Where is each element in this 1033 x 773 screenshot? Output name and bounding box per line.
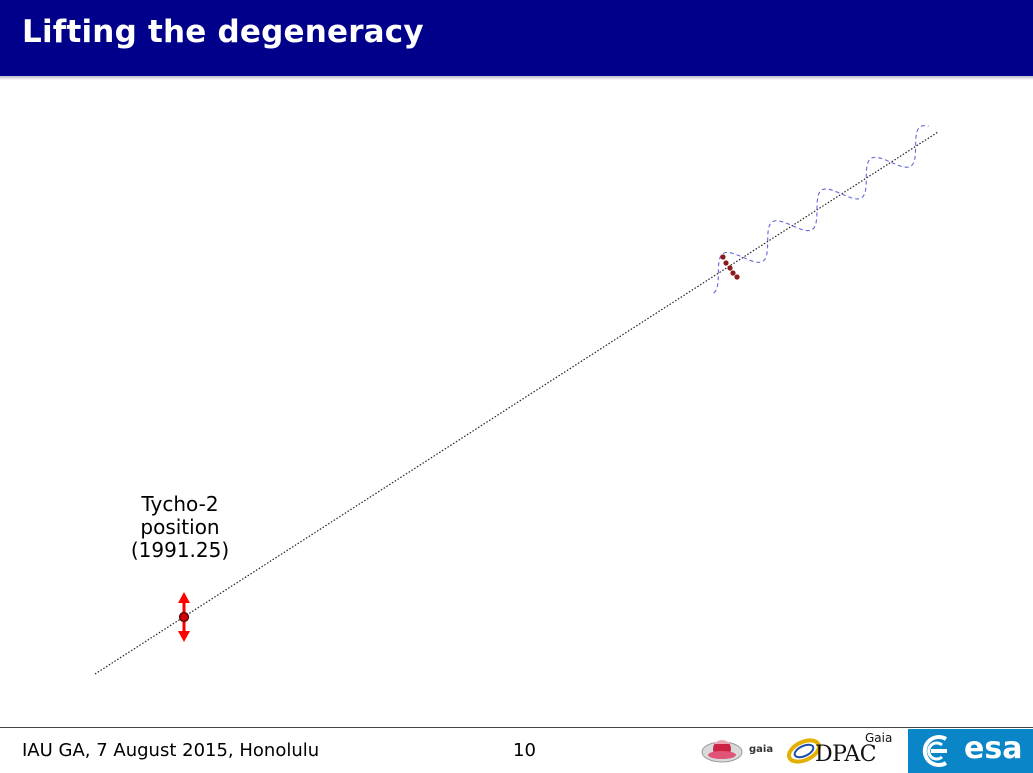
observation-point: [730, 270, 736, 276]
tycho-position-marker: [178, 592, 190, 642]
label-line-3: (1991.25): [130, 538, 230, 562]
trajectory-line: [94, 131, 939, 675]
tycho-position-label: Tycho-2 position (1991.25): [110, 493, 250, 562]
parallax-wave: [713, 125, 929, 294]
title-bar: Lifting the degeneracy: [0, 0, 1033, 76]
gaia-logo-text: gaia: [749, 744, 774, 755]
arrow-up-icon: [178, 592, 190, 603]
tycho-point: [178, 611, 190, 623]
label-line-1: Tycho-2: [141, 492, 219, 516]
footer-divider: [0, 727, 1033, 728]
gaia-logo-icon: [701, 739, 743, 763]
observation-point: [723, 260, 729, 266]
dpac-logo-superscript: Gaia: [865, 731, 893, 745]
arrow-down-icon: [178, 631, 190, 642]
label-line-2: position: [140, 515, 220, 539]
observation-points: [720, 254, 740, 280]
dpac-logo-text: DPAC: [815, 742, 877, 767]
slide-title: Lifting the degeneracy: [22, 14, 424, 50]
title-shadow: [0, 76, 1033, 80]
observation-point: [727, 265, 733, 271]
proper-motion-diagram: [94, 125, 939, 675]
page-number: 10: [513, 740, 536, 761]
observation-point: [720, 254, 726, 260]
dpac-logo-icon: [787, 738, 821, 764]
observation-point: [734, 274, 740, 280]
esa-logo-icon: [922, 735, 948, 767]
footer-event: IAU GA, 7 August 2015, Honolulu: [22, 740, 320, 761]
esa-logo-text: esa: [964, 731, 1023, 766]
